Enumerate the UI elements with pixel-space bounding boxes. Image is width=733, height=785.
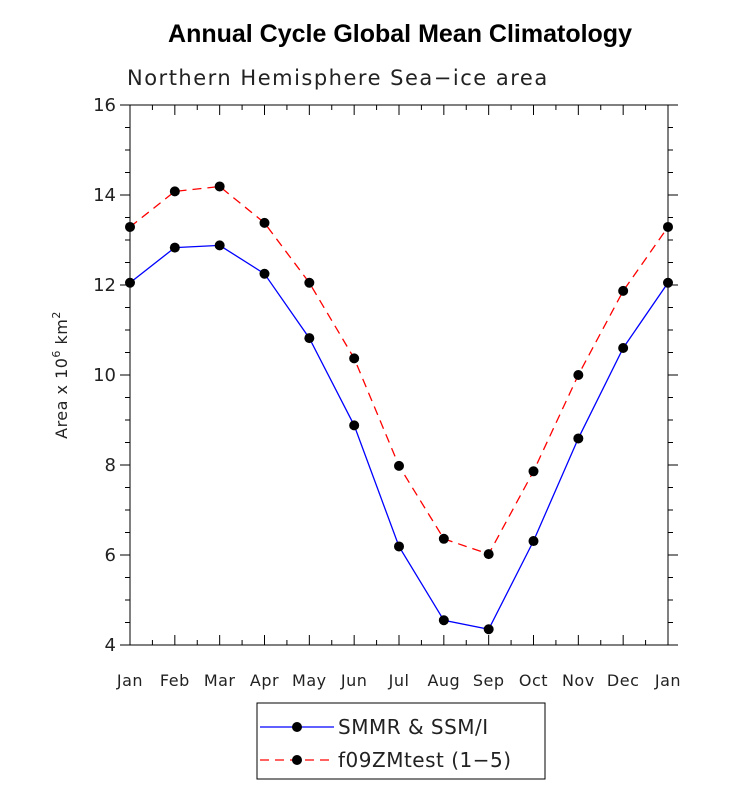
series-1-point [394,460,404,471]
x-tick-label: Aug [427,671,460,690]
series-0-point [304,333,315,344]
series-0-point [573,433,584,444]
series-1-point [349,353,360,364]
x-tick-label: Dec [607,671,639,690]
x-tick-label: Feb [160,671,190,690]
series-0-point [169,242,180,253]
series-1-point [125,221,135,232]
plot-frame [129,104,669,646]
x-tick-label: Sep [473,671,505,690]
y-axis-label-unit: km [52,319,71,350]
y-tick-label: 14 [93,185,116,206]
legend-marker-smmr [292,722,302,732]
x-tick-label: Mar [204,671,236,690]
series-0-point [483,624,494,635]
y-tick-label: 4 [105,635,116,656]
y-tick-label: 10 [93,365,116,386]
series-1-point [169,186,180,197]
legend-label-smmr: SMMR & SSM/I [338,715,489,739]
chart-subtitle: Northern Hemisphere Sea−ice area [127,66,549,90]
legend-marker-f09zmtest [292,755,302,765]
x-tick-label: Oct [519,671,548,690]
legend: SMMR & SSM/I f09ZMtest (1−5) [256,702,546,780]
series-1-point [663,221,673,232]
x-tick-label: Apr [250,671,279,690]
series-1-point [528,466,539,477]
chart-title: Annual Cycle Global Mean Climatology [168,20,632,48]
series-1-point [483,549,494,560]
series-0-point [125,277,135,288]
series-line-1 [129,185,669,555]
y-tick-label: 8 [105,455,116,476]
y-tick-label: 16 [93,95,116,116]
y-axis-label-exponent-1: 6 [50,350,63,358]
series-line-0 [129,244,669,631]
legend-box [256,702,546,780]
y-axis-label-exponent-2: 2 [50,311,63,319]
series-0-point [663,277,673,288]
series-0-point [528,536,539,547]
axes-layer: Jan Feb Mar Apr May Jun Jul Aug Sep Oct Nov Dec Jan4… [93,95,681,690]
series-1-point [618,285,629,296]
y-axis-label: Area x 106 km2 [50,311,71,439]
series-1-point [573,370,584,380]
series-1-point [214,181,225,192]
x-tick-label: May [292,671,327,690]
series-1-point [438,533,449,544]
legend-label-f09zmtest: f09ZMtest (1−5) [338,748,512,772]
x-tick-label: Jan [654,671,681,690]
series-1-point [259,217,270,228]
series-0-point [214,240,225,251]
series-0-point [394,541,404,552]
series-0-point [259,268,270,279]
y-tick-label: 6 [105,545,116,566]
series-layer [125,181,673,635]
x-tick-label: Jun [340,671,368,690]
series-1-point [304,277,315,288]
x-tick-label: Jul [388,671,410,690]
y-tick-label: 12 [93,275,116,296]
x-tick-label: Nov [562,671,595,690]
series-0-point [438,615,449,626]
y-axis-label-prefix: Area x 10 [52,358,71,439]
x-tick-label: Jan [116,671,143,690]
series-0-point [618,343,629,353]
series-0-point [349,420,360,431]
